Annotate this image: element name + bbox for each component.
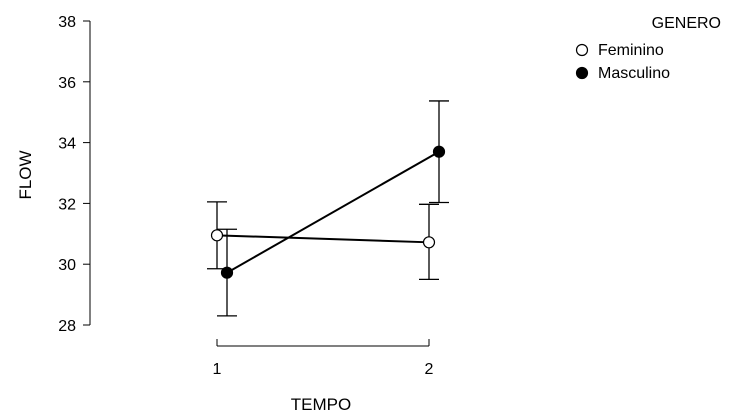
series-line-feminino <box>216 234 430 244</box>
legend-marker <box>575 66 589 80</box>
y-tick-label: 30 <box>58 257 76 274</box>
data-point-feminino <box>210 229 224 242</box>
y-tick-label: 28 <box>58 318 76 335</box>
legend-label: Feminino <box>598 42 664 59</box>
y-axis: 28 30 32 34 36 38 <box>58 14 91 335</box>
data-point-masculino <box>432 145 446 158</box>
series-line-masculino <box>226 150 440 274</box>
legend-marker <box>575 43 589 57</box>
data-point-masculino <box>220 266 234 279</box>
y-tick-label: 36 <box>58 75 76 92</box>
y-tick-label: 34 <box>58 136 76 153</box>
legend: GENERO Feminino Masculino <box>575 15 721 82</box>
series-layer <box>207 100 449 317</box>
x-tick-label: 2 <box>425 361 434 378</box>
y-tick-label: 32 <box>58 196 76 213</box>
x-axis-title: TEMPO <box>291 395 351 414</box>
legend-title: GENERO <box>652 15 721 32</box>
legend-label: Masculino <box>598 65 670 82</box>
x-tick-label: 1 <box>213 361 222 378</box>
y-tick-label: 38 <box>58 14 76 31</box>
y-axis-title: FLOW <box>16 150 35 199</box>
data-point-feminino <box>422 236 436 249</box>
